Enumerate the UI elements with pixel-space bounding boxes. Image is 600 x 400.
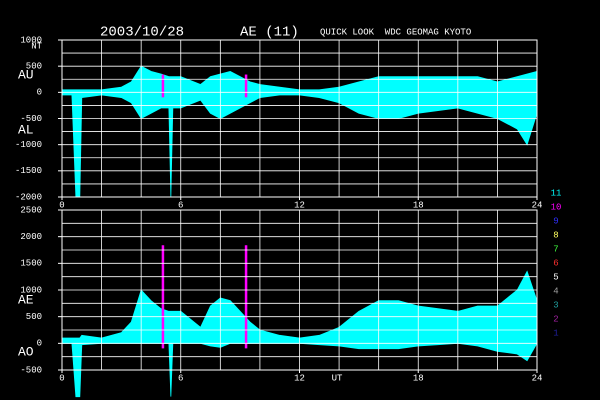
legend-entry: 1 (553, 328, 558, 338)
x-tick-label: 18 (413, 373, 424, 383)
y-tick-label: 2500 (20, 205, 42, 215)
x-tick-label: 6 (178, 200, 183, 210)
y-tick-label: -500 (20, 365, 42, 375)
series-label: AO (18, 344, 34, 359)
area-al (61, 91, 538, 198)
y-tick-label: 500 (26, 62, 42, 72)
x-tick-label: 6 (178, 373, 183, 383)
index-title: AE (11) (240, 25, 299, 41)
x-tick-label: 0 (59, 200, 64, 210)
legend-entry: 10 (551, 202, 562, 212)
legend-entry: 7 (553, 244, 558, 254)
series-label: AU (18, 67, 34, 82)
y-tick-label: -1000 (15, 140, 42, 150)
legend-entry: 11 (551, 188, 562, 198)
x-tick-label: 12 (294, 373, 305, 383)
y-tick-label: -500 (20, 114, 42, 124)
y-tick-label: 1000 (20, 285, 42, 295)
legend-entry: 5 (553, 272, 558, 282)
legend-entry: 3 (553, 300, 558, 310)
series-label: AL (18, 122, 34, 137)
legend-entry: 2 (553, 314, 558, 324)
y-tick-label: 0 (37, 339, 42, 349)
unit-label: NT (31, 41, 42, 51)
x-tick-label: 0 (59, 373, 64, 383)
x-tick-label: 18 (413, 200, 424, 210)
series-label: AE (18, 292, 34, 307)
y-tick-label: 500 (26, 312, 42, 322)
x-axis-label: UT (332, 373, 343, 383)
legend-entry: 4 (553, 286, 558, 296)
x-tick-label: 24 (532, 373, 543, 383)
legend-entry: 8 (553, 230, 558, 240)
legend-entry: 6 (553, 258, 558, 268)
y-tick-label: 0 (37, 88, 42, 98)
source: QUICK LOOK WDC GEOMAG KYOTO (320, 27, 471, 37)
date: 2003/10/28 (100, 25, 184, 41)
y-tick-label: -2000 (15, 192, 42, 202)
y-tick-label: -1500 (15, 166, 42, 176)
legend-entry: 9 (553, 216, 558, 226)
x-tick-label: 12 (294, 200, 305, 210)
x-tick-label: 24 (532, 200, 543, 210)
y-tick-label: 1000 (20, 35, 42, 45)
y-tick-label: 1500 (20, 259, 42, 269)
y-tick-label: 2000 (20, 232, 42, 242)
